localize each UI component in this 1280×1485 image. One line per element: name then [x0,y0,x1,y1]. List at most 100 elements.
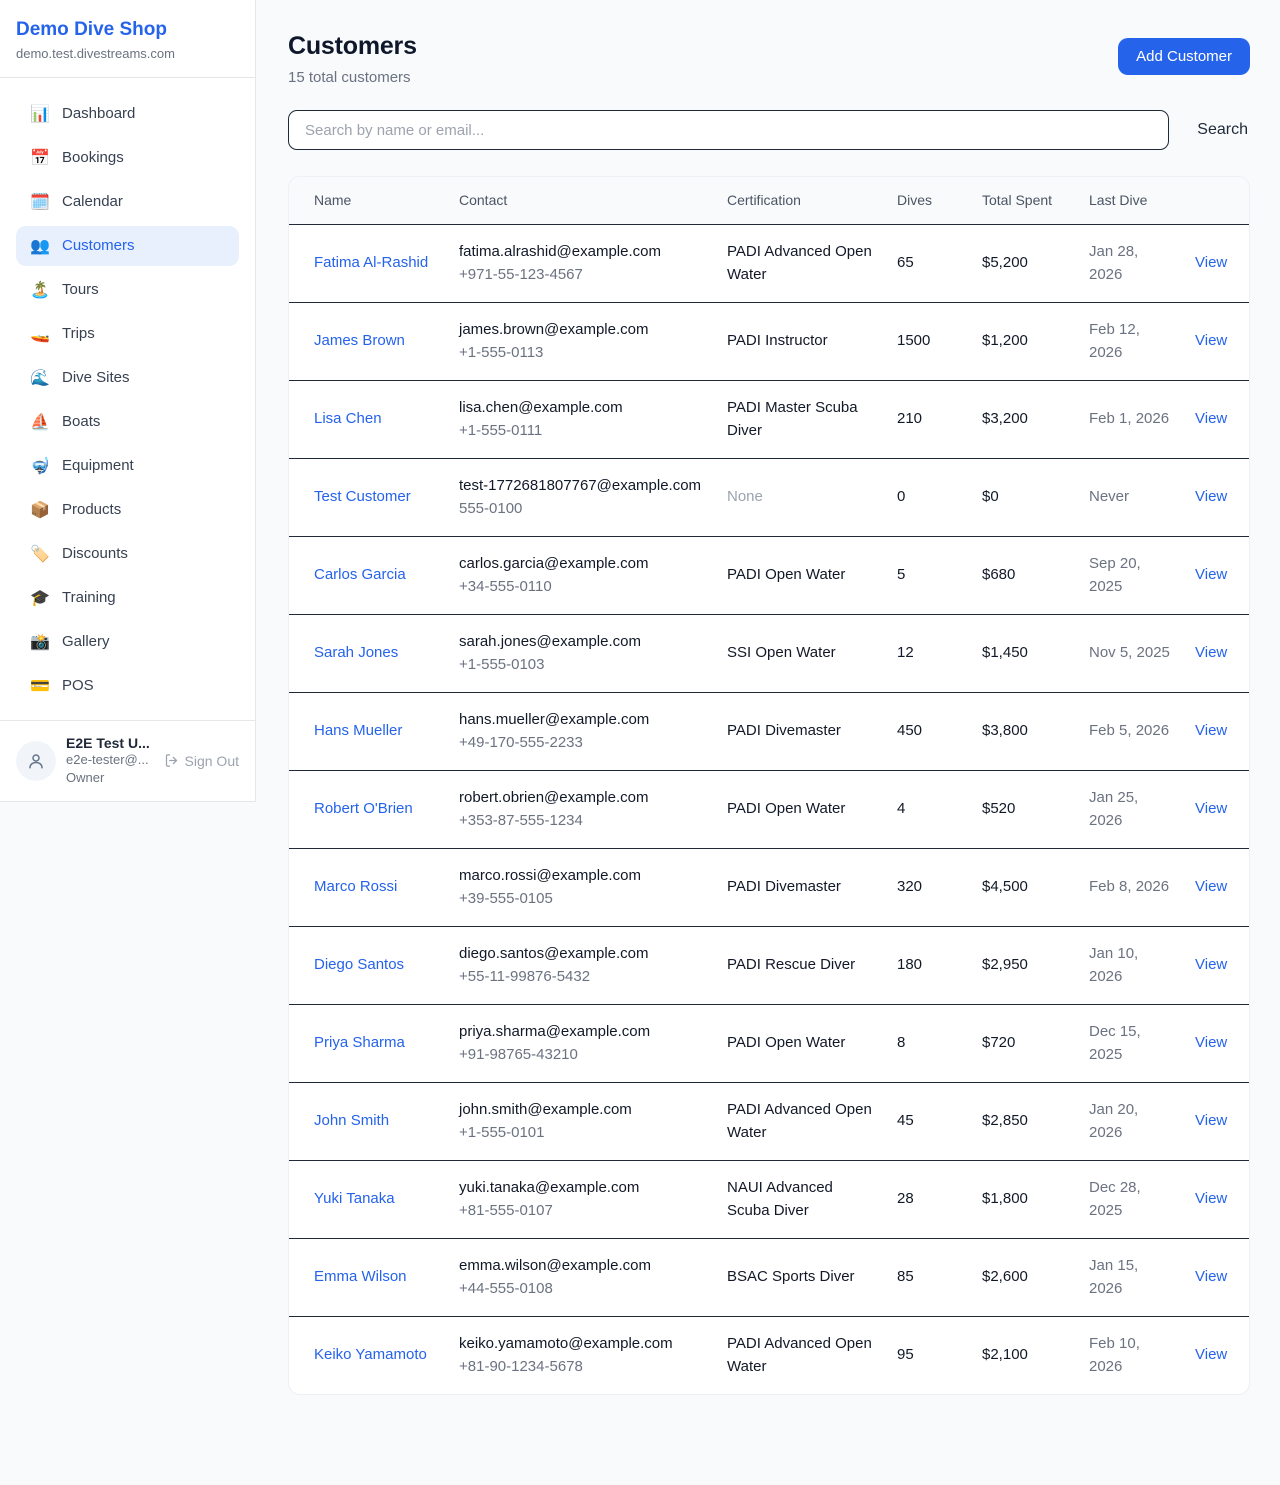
sidebar-item-gallery[interactable]: 📸 Gallery [16,622,239,662]
sidebar: Demo Dive Shop demo.test.divestreams.com… [0,0,256,803]
customer-last-dive: Jan 15, 2026 [1077,1238,1183,1317]
customer-dives: 65 [885,224,970,303]
customer-last-dive: Jan 28, 2026 [1077,224,1183,303]
customer-name-link[interactable]: Hans Mueller [314,722,403,740]
customer-name-link[interactable]: Marco Rossi [314,878,398,896]
customer-name-link[interactable]: Priya Sharma [314,1034,405,1052]
customer-certification: PADI Instructor [715,302,885,381]
user-name: E2E Test U... [66,734,150,751]
view-link[interactable]: View [1195,1112,1228,1130]
table-row: Marco Rossi marco.rossi@example.com +39-… [289,848,1249,927]
customer-dives: 8 [885,1004,970,1083]
view-link[interactable]: View [1195,1268,1228,1286]
nav-label: Discounts [62,545,128,563]
customer-name-link[interactable]: Fatima Al-Rashid [314,254,429,272]
table-row: Emma Wilson emma.wilson@example.com +44-… [289,1238,1249,1317]
table-row: Fatima Al-Rashid fatima.alrashid@example… [289,224,1249,303]
sidebar-item-calendar[interactable]: 🗓️ Calendar [16,182,239,222]
view-link[interactable]: View [1195,1190,1228,1208]
column-header-name: Name [289,177,447,225]
sidebar-item-equipment[interactable]: 🤿 Equipment [16,446,239,486]
customer-dives: 180 [885,926,970,1005]
customer-dives: 85 [885,1238,970,1317]
customer-name-link[interactable]: Diego Santos [314,956,405,974]
customer-name-link[interactable]: Yuki Tanaka [314,1190,395,1208]
view-link[interactable]: View [1195,722,1228,740]
sidebar-item-boats[interactable]: ⛵ Boats [16,402,239,442]
nav-label: POS [62,677,94,695]
sidebar-item-discounts[interactable]: 🏷️ Discounts [16,534,239,574]
view-link[interactable]: View [1195,800,1228,818]
customer-name-link[interactable]: Keiko Yamamoto [314,1346,427,1364]
sidebar-item-pos[interactable]: 💳 POS [16,666,239,706]
table-row: Carlos Garcia carlos.garcia@example.com … [289,536,1249,615]
customer-certification: None [715,458,885,537]
view-link[interactable]: View [1195,254,1228,272]
sidebar-item-customers[interactable]: 👥 Customers [16,225,239,266]
view-link[interactable]: View [1195,410,1228,428]
customer-dives: 1500 [885,302,970,381]
customer-name-link[interactable]: Robert O'Brien [314,800,413,818]
nav-label: Trips [62,325,95,343]
customer-last-dive: Never [1077,458,1183,537]
customer-total-spent: $720 [970,1004,1077,1083]
customer-email: sarah.jones@example.com [459,633,641,650]
people-icon: 👥 [30,237,50,255]
table-row: Test Customer test-1772681807767@example… [289,458,1249,537]
view-link[interactable]: View [1195,878,1228,896]
search-button[interactable]: Search [1197,121,1248,138]
label-tag-icon: 🏷️ [30,545,50,563]
sidebar-item-bookings[interactable]: 📅 Bookings [16,138,239,178]
sidebar-item-dive-sites[interactable]: 🌊 Dive Sites [16,358,239,398]
customer-name-link[interactable]: Carlos Garcia [314,566,406,584]
table-row: Sarah Jones sarah.jones@example.com +1-5… [289,614,1249,693]
view-link[interactable]: View [1195,488,1228,506]
view-link[interactable]: View [1195,566,1228,584]
table-row: James Brown james.brown@example.com +1-5… [289,302,1249,381]
customer-phone: +1-555-0103 [459,655,545,673]
customer-certification: SSI Open Water [715,614,885,693]
customer-email: marco.rossi@example.com [459,867,641,884]
customer-name-link[interactable]: Test Customer [314,488,411,506]
view-link[interactable]: View [1195,332,1228,350]
sidebar-item-training[interactable]: 🎓 Training [16,578,239,618]
column-header-dives: Dives [885,177,970,225]
shop-name[interactable]: Demo Dive Shop [16,19,167,40]
customer-total-spent: $0 [970,458,1077,537]
customer-total-spent: $680 [970,536,1077,615]
table-row: Hans Mueller hans.mueller@example.com +4… [289,692,1249,771]
spiral-calendar-icon: 🗓️ [30,193,50,211]
speedboat-icon: 🚤 [30,325,50,343]
customer-email: james.brown@example.com [459,321,649,338]
customers-table-card: Name Contact Certification Dives Total S… [288,176,1250,1395]
customer-email: keiko.yamamoto@example.com [459,1335,673,1352]
sidebar-item-tours[interactable]: 🏝️ Tours [16,270,239,310]
customer-certification: PADI Divemaster [715,692,885,771]
customer-email: john.smith@example.com [459,1101,632,1118]
view-link[interactable]: View [1195,644,1228,662]
sidebar-item-dashboard[interactable]: 📊 Dashboard [16,94,239,134]
customer-last-dive: Jan 20, 2026 [1077,1082,1183,1161]
customer-name-link[interactable]: Emma Wilson [314,1268,407,1286]
package-icon: 📦 [30,501,50,519]
search-input[interactable] [288,110,1170,150]
customer-name-link[interactable]: James Brown [314,332,405,350]
customer-phone: +1-555-0101 [459,1123,545,1141]
view-link[interactable]: View [1195,1346,1228,1364]
customer-name-link[interactable]: Lisa Chen [314,410,382,428]
sidebar-item-products[interactable]: 📦 Products [16,490,239,530]
customer-certification: PADI Advanced Open Water [715,1082,885,1161]
table-row: Yuki Tanaka yuki.tanaka@example.com +81-… [289,1160,1249,1239]
wave-icon: 🌊 [30,369,50,387]
sign-out-button[interactable]: Sign Out [164,753,239,769]
sidebar-item-trips[interactable]: 🚤 Trips [16,314,239,354]
customer-name-link[interactable]: John Smith [314,1112,390,1130]
view-link[interactable]: View [1195,956,1228,974]
customer-last-dive: Dec 28, 2025 [1077,1160,1183,1239]
add-customer-button[interactable]: Add Customer [1118,38,1250,75]
table-body: Fatima Al-Rashid fatima.alrashid@example… [289,224,1249,1395]
customer-last-dive: Nov 5, 2025 [1077,614,1183,693]
customer-name-link[interactable]: Sarah Jones [314,644,399,662]
view-link[interactable]: View [1195,1034,1228,1052]
customer-email: priya.sharma@example.com [459,1023,651,1040]
